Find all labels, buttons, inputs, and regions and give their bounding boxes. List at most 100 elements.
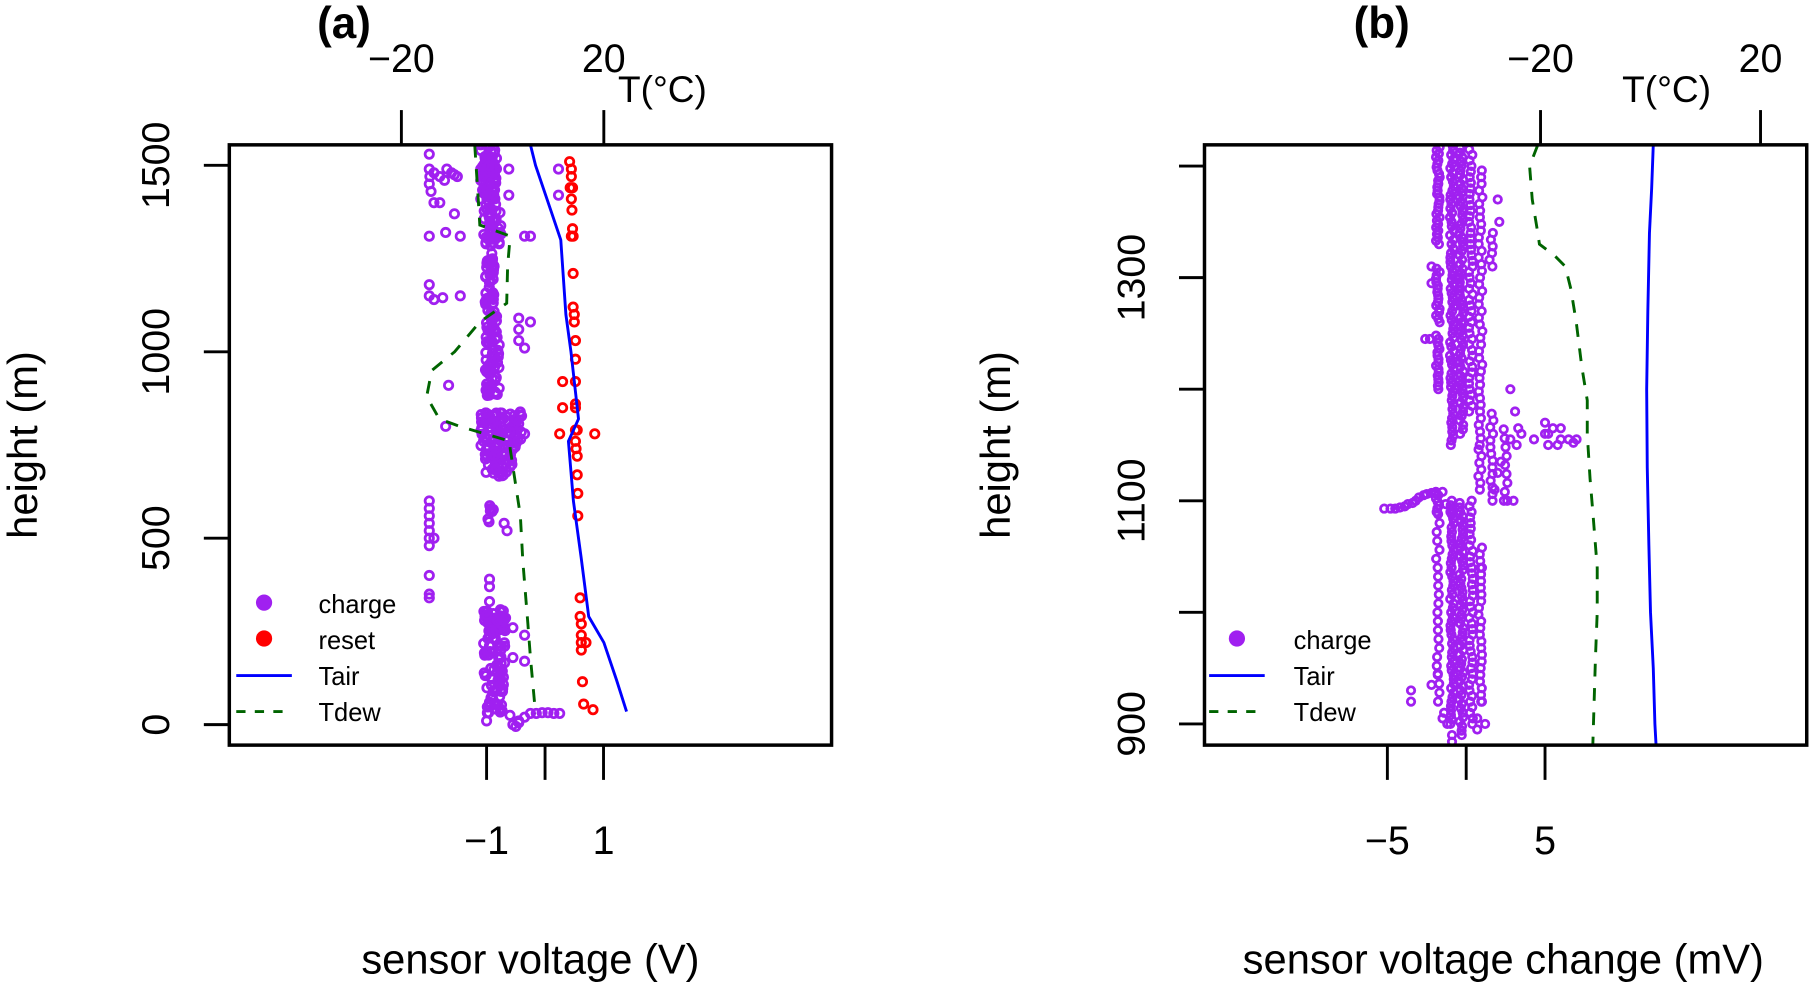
series-charge (423, 144, 566, 733)
series-charge (1379, 144, 1582, 746)
charge-point (1440, 499, 1451, 510)
charge-point (1492, 194, 1503, 205)
charge-point (1426, 679, 1437, 690)
charge-point (495, 699, 508, 711)
charge-point (1466, 568, 1477, 579)
charge-point (1499, 486, 1510, 497)
charge-point (1465, 646, 1476, 657)
charge-point (437, 292, 449, 304)
charge-point (1446, 638, 1458, 649)
panel-b-label: (b) (1354, 0, 1410, 48)
charge-point (481, 293, 493, 305)
charge-point (524, 707, 536, 719)
charge-point (1454, 147, 1466, 158)
legend-Tdew-label: Tdew (318, 699, 381, 727)
y-tick-label: 1100 (1109, 458, 1153, 543)
charge-point (536, 707, 548, 719)
charge-point (1502, 477, 1513, 489)
charge-point (1442, 718, 1453, 730)
charge-point (496, 705, 508, 717)
charge-point (1456, 658, 1467, 669)
charge-point (1465, 517, 1476, 529)
panel-b-plot-frame (1202, 143, 1809, 747)
charge-point (425, 185, 437, 198)
charge-point (1464, 272, 1475, 283)
charge-point (479, 649, 491, 661)
charge-point (1467, 657, 1478, 668)
charge-point (1456, 591, 1468, 602)
legend-charge-symbol (255, 594, 273, 611)
charge-point (548, 707, 560, 719)
charge-point (1465, 557, 1476, 568)
reset-point (571, 450, 583, 462)
charge-point (1454, 144, 1466, 154)
charge-point (1456, 245, 1468, 256)
charge-point (1424, 333, 1436, 345)
charge-point (1447, 404, 1458, 415)
charge-point (1457, 712, 1469, 723)
legend-Tair-label: Tair (318, 663, 360, 691)
charge-point (1464, 194, 1475, 205)
charge-point (1494, 216, 1505, 227)
legend-Tair-label: Tair (1294, 663, 1336, 691)
charge-point (1555, 423, 1566, 434)
charge-point (494, 207, 506, 219)
charge-point (1501, 451, 1512, 462)
y-tick-label: 1300 (1109, 234, 1153, 322)
charge-point (1405, 685, 1417, 696)
charge-point (1446, 395, 1457, 406)
charge-point (1434, 517, 1445, 529)
charge-point (1457, 587, 1468, 598)
charge-point (1446, 198, 1457, 210)
panel-b-plot-layer: 900 1100 1300 −5 5 −20 20 (1109, 37, 1782, 863)
series-Tdew-line (1528, 144, 1599, 746)
charge-point (483, 596, 496, 608)
charge-point (1464, 395, 1475, 406)
charge-point (490, 315, 502, 327)
charge-point (1455, 618, 1466, 629)
charge-point (519, 629, 531, 641)
reset-point (572, 510, 584, 522)
charge-point (513, 323, 525, 335)
charge-point (1455, 201, 1466, 212)
charge-point (503, 163, 515, 175)
charge-point (454, 290, 466, 302)
charge-point (1451, 356, 1462, 367)
charge-point (440, 226, 452, 239)
charge-point (1528, 434, 1540, 445)
panel-a: (a) T(°C) sensor voltage (V) height (m) … (0, 0, 834, 982)
charge-point (1445, 558, 1456, 569)
panel-a-y-axis-title: height (m) (0, 351, 46, 539)
charge-point (1539, 417, 1551, 428)
x-tick-label: 1 (593, 819, 615, 863)
charge-point (1472, 713, 1483, 724)
reset-point (554, 428, 566, 440)
reset-point (578, 698, 590, 710)
charge-point (484, 226, 496, 238)
charge-point (1434, 642, 1445, 654)
charge-point (1466, 306, 1477, 317)
charge-point (1466, 495, 1477, 506)
charge-point (1420, 333, 1431, 345)
charge-point (1454, 348, 1466, 359)
charge-point (491, 615, 504, 627)
charge-point (1466, 579, 1477, 590)
reset-point (580, 637, 592, 649)
charge-point (500, 458, 512, 470)
charge-point (1456, 160, 1467, 172)
charge-point (1465, 227, 1476, 239)
charge-point (1455, 663, 1466, 674)
charge-point (484, 500, 496, 512)
charge-point (485, 309, 497, 321)
charge-point (504, 709, 516, 721)
charge-point (1492, 467, 1503, 478)
charge-point (1455, 169, 1466, 181)
charge-point (1432, 616, 1443, 627)
y-tick-label: 0 (134, 714, 178, 736)
charge-point (1432, 607, 1443, 618)
charge-point (475, 144, 487, 157)
charge-point (1473, 444, 1484, 455)
charge-point (552, 189, 565, 201)
reset-point (576, 676, 589, 688)
charge-point (481, 609, 493, 621)
